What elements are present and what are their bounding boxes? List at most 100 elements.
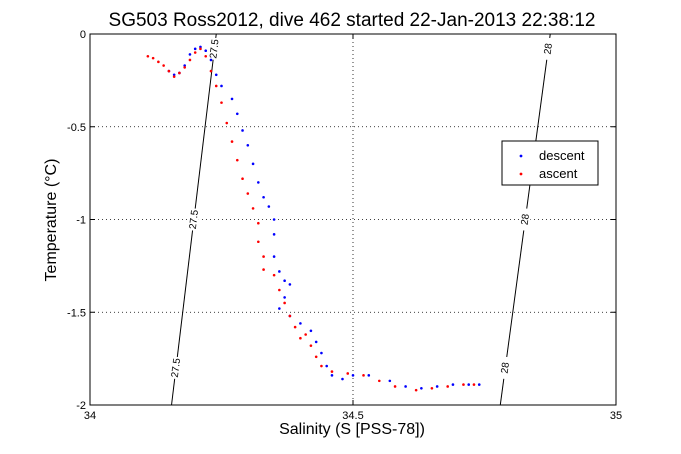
point-descent [183,64,186,67]
point-descent [288,283,292,286]
point-descent [257,181,260,184]
point-descent [320,351,323,355]
point-descent [467,383,471,386]
y-tick-label: -0.5 [67,122,86,134]
point-descent [172,73,176,77]
legend-label-ascent: ascent [539,166,578,181]
point-ascent [446,385,449,388]
point-descent [325,364,329,368]
point-ascent [162,64,165,67]
point-ascent [293,325,297,329]
point-ascent [188,58,192,62]
point-descent [278,307,281,310]
point-ascent [309,344,313,347]
point-descent [262,195,265,199]
point-descent [404,385,407,388]
point-ascent [272,273,276,277]
point-ascent [283,301,286,305]
point-ascent [172,75,176,78]
data-points [146,45,481,392]
contour-label: 27.5 [188,209,201,230]
point-ascent [262,268,265,271]
point-descent [309,329,313,333]
x-tick-label: 34 [84,410,96,422]
point-descent [267,205,271,208]
axis-ticks: 34 34.5 35 0 -0.5 -1 -1.5 -2 [67,29,622,422]
point-ascent [193,51,197,54]
x-axis-label: Salinity (S [PSS-78]) [279,421,425,438]
point-ascent [362,374,365,377]
point-descent [272,218,276,221]
point-descent [283,279,286,283]
point-descent [220,84,223,88]
legend-box [501,140,599,186]
point-descent [330,374,334,377]
contour-label: 28 [520,213,532,226]
point-descent [314,340,318,344]
point-descent [272,255,276,258]
point-descent [477,383,481,386]
point-ascent [220,101,223,104]
point-ascent [262,255,265,258]
contour-label-bg [208,37,221,61]
point-descent [388,379,392,383]
point-descent [435,385,439,388]
point-ascent [146,54,150,58]
point-ascent [257,240,260,244]
legend-marker-descent [519,154,523,158]
point-ascent [199,47,202,51]
point-descent [283,296,286,299]
x-tick-label: 35 [610,410,622,422]
point-ascent [430,387,434,390]
point-descent [199,45,202,49]
point-descent [341,377,344,381]
y-tick-label: 0 [80,29,86,41]
point-ascent [251,207,255,210]
point-ascent [183,66,186,69]
point-ascent [288,314,292,318]
point-ascent [209,69,213,73]
point-ascent [414,388,418,392]
point-ascent [304,333,307,336]
y-tick-label: -1.5 [67,307,86,319]
point-descent [235,112,239,116]
point-descent [204,49,208,52]
contour-label: 28 [543,42,555,55]
chart-title: SG503 Ross2012, dive 462 started 22-Jan-… [109,10,596,31]
x-tick-label: 34.5 [342,410,363,422]
contour-label: 28 [500,361,512,374]
point-ascent [214,84,218,88]
contour-label-bg [498,356,512,380]
point-ascent [320,364,323,368]
point-ascent [346,372,350,375]
contour-label: 27.5 [208,38,221,59]
point-ascent [278,288,281,292]
point-descent [272,233,276,236]
plot-frame [89,33,617,406]
point-ascent [241,177,244,180]
point-ascent [299,336,302,340]
point-descent [214,73,218,77]
legend-label-descent: descent [539,148,585,163]
contour-label-bg [518,207,532,232]
point-ascent [462,383,465,386]
point-descent [420,387,423,390]
isopycnal-contours: 27.5 27.5 27.5 28 28 28 [169,33,555,406]
point-ascent [151,56,155,60]
point-ascent [257,221,260,225]
point-descent [278,270,281,273]
point-descent [246,144,250,147]
point-descent [299,322,302,325]
point-ascent [178,71,181,75]
point-descent [351,374,355,377]
point-ascent [230,140,234,143]
point-ascent [167,69,171,73]
point-ascent [204,54,208,58]
grid [89,33,617,406]
contour-label: 27.5 [170,357,183,378]
contour-label-bg [541,37,555,61]
point-descent [193,47,197,51]
point-ascent [235,158,239,162]
point-ascent [393,385,397,388]
